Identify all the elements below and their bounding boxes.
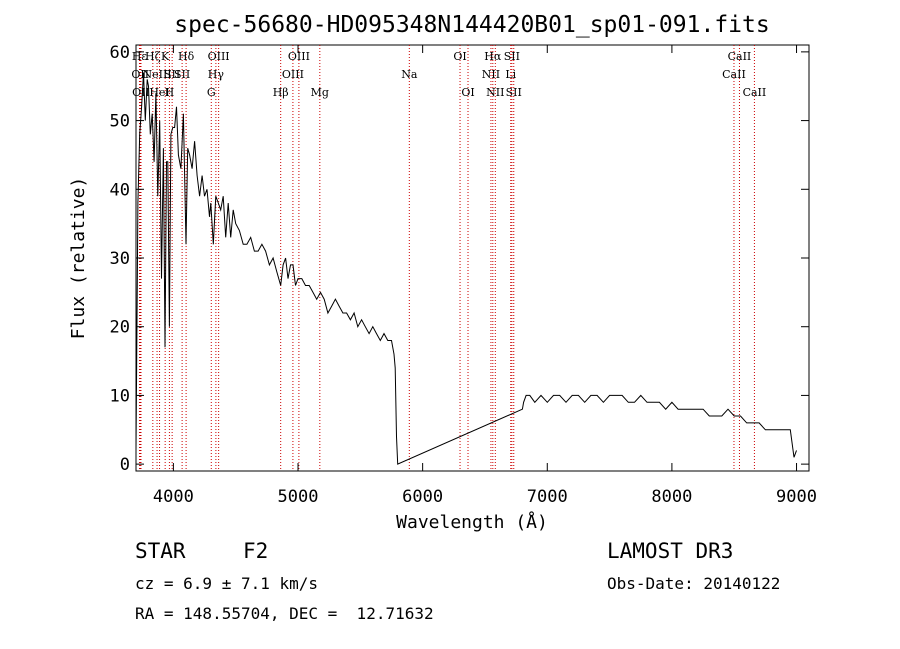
observation-date: Obs-Date: 20140122 bbox=[607, 574, 781, 593]
x-tick-label: 4000 bbox=[153, 487, 194, 507]
emission-line-label: NII bbox=[482, 68, 500, 81]
x-axis-ticks: 4000 5000 6000 7000 8000 9000 bbox=[153, 45, 817, 507]
emission-line-labels: Hε OII OII Hζ NeIII HeI K H SII Hδ SII G Hγ OIII Hβ OII… bbox=[131, 50, 766, 99]
emission-line-label: G bbox=[207, 86, 216, 99]
emission-line-label: SII bbox=[504, 50, 520, 63]
emission-line-markers bbox=[138, 45, 755, 471]
y-axis-label: Flux (relative) bbox=[68, 177, 89, 340]
coordinates-readout: RA = 148.55704, DEC = 12.71632 bbox=[135, 604, 434, 623]
x-tick-label: 9000 bbox=[776, 487, 817, 507]
x-tick-label: 6000 bbox=[402, 487, 443, 507]
emission-line-label: SII bbox=[174, 68, 190, 81]
plot-frame bbox=[135, 44, 810, 472]
emission-line-label: H bbox=[165, 86, 175, 99]
emission-line-label: OI bbox=[461, 86, 474, 99]
emission-line-label: CaII bbox=[722, 68, 746, 81]
y-tick-label: 10 bbox=[110, 386, 130, 406]
emission-line-label: HeI bbox=[149, 86, 169, 99]
emission-line-label: OIII bbox=[288, 50, 310, 63]
emission-line-label: Hε bbox=[132, 50, 148, 63]
x-axis-label: Wavelength (Å) bbox=[396, 511, 548, 533]
y-tick-label: 20 bbox=[110, 318, 130, 338]
emission-line-label: CaII bbox=[743, 86, 767, 99]
emission-line-label: SII bbox=[164, 68, 180, 81]
emission-line-label: Hβ bbox=[273, 86, 289, 99]
object-subclass: F2 bbox=[243, 539, 269, 563]
y-axis-ticks: 0 10 20 30 40 50 60 bbox=[110, 43, 809, 475]
emission-line-label: OI bbox=[453, 50, 466, 63]
emission-line-label: Na bbox=[401, 68, 418, 81]
emission-line-label: Li bbox=[505, 68, 516, 81]
emission-line-label: OIII bbox=[282, 68, 304, 81]
chart-title: spec-56680-HD095348N144420B01_sp01-091.f… bbox=[174, 12, 769, 38]
emission-line-label: Hγ bbox=[208, 68, 225, 81]
survey-name: LAMOST DR3 bbox=[607, 539, 734, 563]
emission-line-label: Hα bbox=[484, 50, 502, 63]
emission-line-label: CaII bbox=[728, 50, 752, 63]
x-tick-label: 7000 bbox=[527, 487, 568, 507]
y-tick-label: 30 bbox=[110, 249, 130, 269]
emission-line-label: Mg bbox=[311, 86, 329, 99]
object-class: STAR bbox=[135, 539, 186, 563]
y-tick-label: 0 bbox=[120, 455, 130, 475]
redshift-readout: cz = 6.9 ± 7.1 km/s bbox=[135, 574, 319, 593]
emission-line-label: OII bbox=[131, 68, 149, 81]
emission-line-label: NII bbox=[486, 86, 504, 99]
x-tick-label: 5000 bbox=[278, 487, 319, 507]
emission-line-label: Hζ bbox=[145, 50, 161, 63]
x-tick-label: 8000 bbox=[651, 487, 692, 507]
emission-line-label: K bbox=[161, 50, 170, 63]
emission-line-label: Hδ bbox=[178, 50, 195, 63]
spectrum-series-line bbox=[135, 72, 797, 465]
emission-line-label: NeIII bbox=[142, 68, 171, 81]
emission-line-label: SII bbox=[506, 86, 522, 99]
y-tick-label: 60 bbox=[110, 43, 130, 63]
emission-line-label: OII bbox=[132, 86, 150, 99]
y-tick-label: 50 bbox=[110, 112, 130, 132]
y-tick-label: 40 bbox=[110, 180, 130, 200]
emission-line-label: OIII bbox=[208, 50, 230, 63]
